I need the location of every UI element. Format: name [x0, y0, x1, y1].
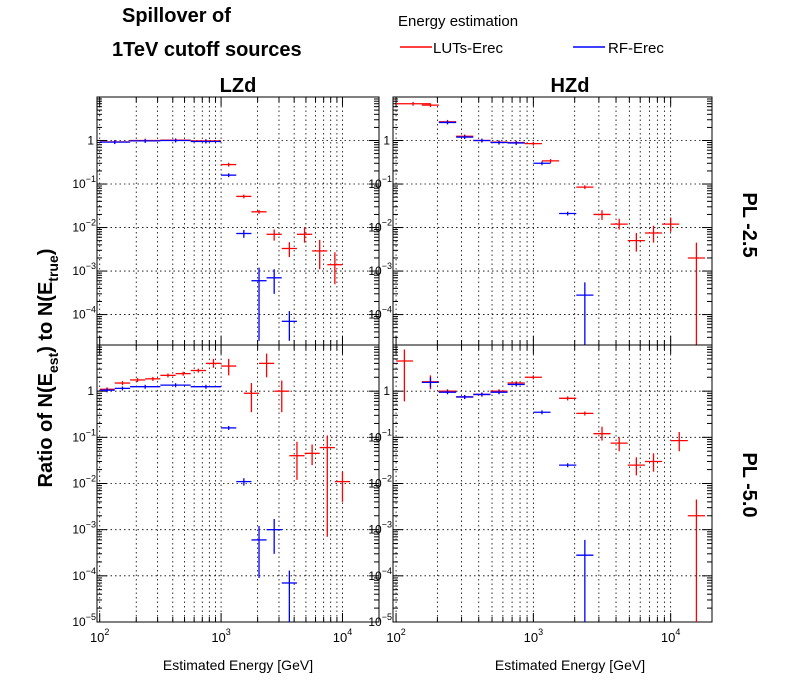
y-tick-label: 1 — [383, 384, 390, 398]
y-axis-title: Ratio of N(Eest) to N(Etrue) — [35, 249, 61, 488]
column-label-hzd: HZd — [551, 75, 590, 97]
legend: Energy estimation LUTs-Erec RF-Erec — [398, 13, 664, 57]
y-tick-label: 10−3 — [72, 261, 96, 278]
x-tick-label: 103 — [524, 627, 543, 645]
y-tick-label: 10−2 — [72, 218, 96, 235]
panel-data — [396, 101, 705, 345]
panel-1: 1 10−1 10−2 10−3 10−4 — [72, 96, 380, 346]
y-tick-label: 10−2 — [368, 218, 392, 235]
y-tick-label: 10−3 — [72, 520, 96, 537]
column-label-lzd: LZd — [220, 75, 257, 97]
legend-header: Energy estimation — [398, 13, 518, 30]
y-tick-label: 1 — [87, 384, 94, 398]
panel-frame — [96, 344, 380, 623]
x-tick-label: 102 — [90, 627, 109, 645]
panel-data — [396, 349, 705, 622]
x-axis-title-left: Estimated Energy [GeV] — [163, 657, 313, 673]
panel-2: 1 10−1 10−2 10−3 10−4 — [368, 96, 713, 346]
x-tick-label: 104 — [661, 627, 680, 645]
y-tick-label: 10−1 — [368, 427, 392, 444]
y-tick-label: 10−1 — [72, 174, 96, 191]
y-tick-label: 10−1 — [72, 427, 96, 444]
y-tick-label: 10−5 — [72, 612, 96, 629]
y-tick-label: 10−2 — [72, 474, 96, 491]
y-tick-label: 10−3 — [368, 261, 392, 278]
y-tick-label: 10−1 — [368, 174, 392, 191]
y-tick-label: 10−4 — [368, 305, 392, 322]
y-tick-label: 1 — [383, 134, 390, 148]
y-tick-label: 10−4 — [72, 305, 96, 322]
figure-title-line-1: Spillover of — [122, 5, 231, 27]
x-tick-label: 104 — [333, 627, 352, 645]
y-tick-label: 10−4 — [72, 566, 96, 583]
figure-title-line-2: 1TeV cutoff sources — [112, 39, 302, 61]
row-label-pl-5-0: PL -5.0 — [738, 452, 760, 517]
x-tick-label: 103 — [211, 627, 230, 645]
panel-data — [99, 138, 343, 341]
legend-label-luts: LUTs-Erec — [433, 40, 504, 57]
panel-data — [99, 353, 351, 622]
legend-label-rf: RF-Erec — [608, 40, 664, 57]
x-axis-title-right: Estimated Energy [GeV] — [495, 657, 645, 673]
y-tick-label: 10−2 — [368, 474, 392, 491]
y-tick-label: 10−5 — [368, 612, 392, 629]
y-tick-label: 1 — [87, 134, 94, 148]
y-tick-label: 10−3 — [368, 520, 392, 537]
x-tick-label: 102 — [386, 627, 405, 645]
panel-frame — [392, 344, 713, 623]
row-label-pl-2-5: PL -2.5 — [738, 192, 760, 257]
y-tick-label: 10−4 — [368, 566, 392, 583]
